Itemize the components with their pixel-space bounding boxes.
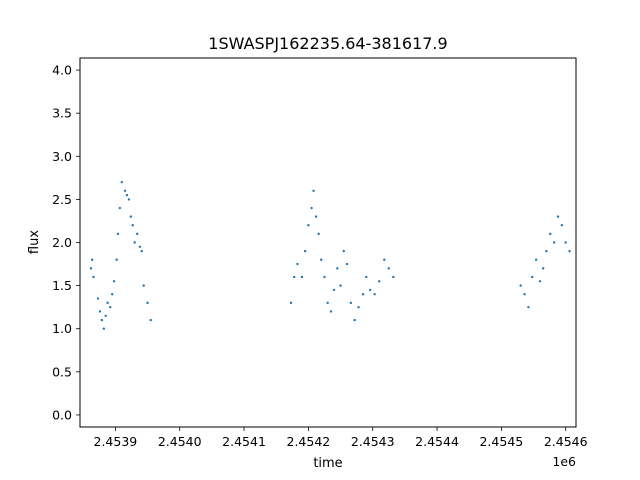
data-point <box>149 318 152 322</box>
x-tick-label: 2.4544 <box>415 434 459 449</box>
y-tick-label: 0.0 <box>52 407 72 422</box>
data-point <box>323 275 326 279</box>
y-tick-label: 3.5 <box>52 106 72 121</box>
y-tick-label: 1.0 <box>52 321 72 336</box>
y-tick-label: 3.0 <box>52 149 72 164</box>
data-point <box>310 206 313 210</box>
data-point <box>317 232 320 236</box>
y-tick-label: 4.0 <box>52 63 72 78</box>
data-point <box>125 193 129 197</box>
x-tick-label: 2.4543 <box>351 434 395 449</box>
data-point <box>123 189 127 192</box>
data-point <box>92 275 95 279</box>
data-point <box>545 249 548 253</box>
data-point <box>564 241 567 244</box>
x-axis-ticks: 2.4539 2.4540 2.4541 2.4542 2.4543 2.4544 2.45… <box>94 427 588 449</box>
data-points <box>89 180 571 330</box>
data-point <box>142 284 145 287</box>
data-point <box>146 301 149 305</box>
y-tick-label: 1.5 <box>52 278 72 293</box>
data-point <box>307 224 310 227</box>
data-point <box>534 258 538 261</box>
data-point <box>342 249 345 253</box>
data-point <box>127 198 131 201</box>
data-point <box>332 288 336 292</box>
data-point <box>336 267 339 270</box>
data-point <box>312 189 315 192</box>
data-point <box>349 301 353 305</box>
data-point <box>387 267 390 270</box>
data-point <box>296 262 299 266</box>
data-point <box>98 310 102 313</box>
data-point <box>106 301 109 305</box>
x-axis-label: time <box>313 456 342 471</box>
data-point <box>368 288 372 292</box>
x-tick-label: 2.4546 <box>544 434 588 449</box>
data-point <box>538 280 542 283</box>
data-point <box>300 275 304 279</box>
data-point <box>136 232 139 236</box>
data-point <box>289 301 293 305</box>
y-axis-label: flux <box>27 230 42 254</box>
data-point <box>104 314 107 317</box>
data-point <box>357 305 360 309</box>
data-point <box>365 275 368 279</box>
data-point <box>89 267 93 270</box>
data-point <box>129 215 133 218</box>
y-tick-label: 0.5 <box>52 364 72 379</box>
data-point <box>303 249 307 253</box>
data-point <box>314 215 318 218</box>
data-point <box>133 241 136 244</box>
data-point <box>118 206 122 210</box>
chart-title: 1SWASPJ162235.64-381617.9 <box>208 34 447 53</box>
data-point <box>527 305 530 309</box>
data-point <box>541 267 545 270</box>
x-axis-offset-label: 1e6 <box>552 454 576 469</box>
data-point <box>293 275 296 279</box>
y-axis-ticks: 0.0 0.5 1.0 1.5 2.0 2.5 3.0 3.5 4.0 <box>52 63 80 422</box>
x-tick-label: 2.4539 <box>94 434 138 449</box>
data-point <box>549 232 552 236</box>
data-point <box>109 305 112 309</box>
data-point <box>320 258 323 261</box>
x-tick-label: 2.4541 <box>222 434 266 449</box>
data-point <box>560 224 564 227</box>
data-point <box>373 293 376 296</box>
data-point <box>91 258 94 261</box>
data-point <box>140 249 143 253</box>
data-point <box>556 215 560 218</box>
data-point <box>377 280 381 283</box>
x-tick-label: 2.4545 <box>479 434 523 449</box>
data-point <box>120 180 124 184</box>
data-point <box>523 293 526 296</box>
data-point <box>392 275 395 279</box>
data-point <box>568 249 571 253</box>
data-point <box>138 245 142 249</box>
data-point <box>115 258 118 261</box>
data-point <box>339 284 342 287</box>
data-point <box>383 258 386 261</box>
data-point <box>102 327 106 330</box>
data-point <box>116 232 120 236</box>
x-tick-label: 2.4540 <box>158 434 202 449</box>
data-point <box>329 310 333 313</box>
data-point <box>110 293 114 296</box>
plot-background <box>80 58 576 427</box>
data-point <box>326 301 329 305</box>
data-point <box>361 293 365 296</box>
y-tick-label: 2.5 <box>52 192 72 207</box>
data-point <box>100 318 104 322</box>
y-tick-label: 2.0 <box>52 235 72 250</box>
data-point <box>519 284 522 287</box>
data-point <box>531 275 534 279</box>
data-point <box>552 241 556 244</box>
data-point <box>96 297 100 300</box>
data-point <box>345 262 349 266</box>
data-point <box>112 280 116 283</box>
data-point <box>131 224 134 227</box>
data-point <box>353 318 356 322</box>
x-tick-label: 2.4542 <box>287 434 331 449</box>
